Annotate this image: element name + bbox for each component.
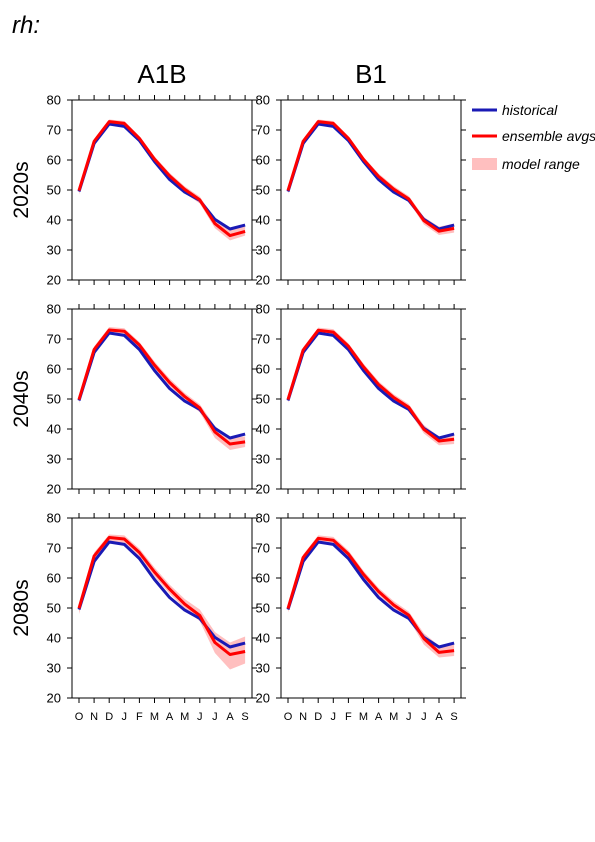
model-range-band-b1-2020s: [288, 119, 455, 235]
y-tick-label-a1b-2020s: 40: [47, 213, 61, 228]
x-tick-label-b1-2080s: F: [345, 711, 352, 723]
y-tick-label-b1-2020s: 60: [256, 153, 270, 168]
x-tick-label-a1b-2080s: J: [197, 711, 203, 723]
x-tick-label-b1-2080s: M: [359, 711, 368, 723]
y-tick-label-a1b-2080s: 20: [47, 691, 61, 706]
y-tick-label-b1-2020s: 20: [256, 273, 270, 288]
y-tick-label-b1-2020s: 80: [256, 93, 270, 108]
historical-line-b1-2020s: [286, 122, 455, 231]
y-tick-label-b1-2040s: 30: [256, 452, 270, 467]
y-tick-label-b1-2020s: 70: [256, 123, 270, 138]
historical-line-b1-2040s: [286, 331, 455, 440]
y-tick-label-b1-2080s: 50: [256, 601, 270, 616]
historical-line-a1b-2020s: [77, 122, 246, 231]
y-tick-label-a1b-2080s: 70: [47, 541, 61, 556]
x-tick-label-a1b-2080s: A: [166, 711, 174, 723]
y-tick-label-a1b-2020s: 50: [47, 183, 61, 198]
variable-title: rh:: [12, 12, 41, 39]
y-tick-label-a1b-2020s: 30: [47, 243, 61, 258]
x-tick-label-b1-2080s: D: [314, 711, 322, 723]
y-tick-label-a1b-2080s: 30: [47, 661, 61, 676]
y-tick-label-b1-2080s: 40: [256, 631, 270, 646]
y-tick-label-a1b-2040s: 30: [47, 452, 61, 467]
x-tick-label-b1-2080s: J: [331, 711, 337, 723]
y-tick-label-a1b-2040s: 40: [47, 422, 61, 437]
x-tick-label-a1b-2080s: F: [136, 711, 143, 723]
y-tick-label-b1-2080s: 60: [256, 571, 270, 586]
y-tick-label-b1-2080s: 80: [256, 511, 270, 526]
y-tick-label-b1-2080s: 30: [256, 661, 270, 676]
y-tick-label-a1b-2080s: 50: [47, 601, 61, 616]
y-tick-label-a1b-2080s: 80: [47, 511, 61, 526]
ensemble-line-a1b-2020s: [77, 120, 246, 238]
y-tick-label-b1-2040s: 40: [256, 422, 270, 437]
legend-range-swatch: [472, 158, 497, 170]
x-tick-label-a1b-2080s: S: [241, 711, 248, 723]
y-tick-label-a1b-2040s: 80: [47, 302, 61, 317]
historical-line-b1-2080s: [286, 540, 455, 649]
x-tick-label-b1-2080s: N: [299, 711, 307, 723]
row-label-2040s: 2040s: [10, 370, 33, 427]
x-tick-label-a1b-2080s: J: [122, 711, 128, 723]
y-tick-label-a1b-2020s: 70: [47, 123, 61, 138]
historical-line-a1b-2040s: [77, 331, 246, 440]
model-range-band-a1b-2080s: [79, 534, 246, 670]
x-tick-label-a1b-2080s: D: [105, 711, 113, 723]
y-tick-label-a1b-2040s: 50: [47, 392, 61, 407]
column-header-b1: B1: [355, 59, 387, 89]
ensemble-line-a1b-2040s: [77, 328, 246, 446]
y-tick-label-a1b-2080s: 40: [47, 631, 61, 646]
y-tick-label-a1b-2040s: 60: [47, 362, 61, 377]
y-tick-label-a1b-2040s: 20: [47, 482, 61, 497]
panel-frame-b1-2040s: [280, 308, 462, 490]
y-tick-label-b1-2040s: 70: [256, 332, 270, 347]
y-tick-label-b1-2040s: 60: [256, 362, 270, 377]
panel-frame-b1-2020s: [280, 99, 462, 281]
panel-frame-b1-2080s: [280, 517, 462, 699]
y-tick-label-a1b-2080s: 60: [47, 571, 61, 586]
ensemble-line-b1-2040s: [286, 328, 455, 443]
ensemble-line-b1-2080s: [286, 536, 455, 654]
legend-historical-label: historical: [502, 102, 558, 118]
model-range-band-b1-2040s: [288, 327, 455, 446]
x-tick-label-b1-2080s: O: [284, 711, 293, 723]
column-header-a1b: A1B: [137, 59, 186, 89]
y-tick-label-b1-2040s: 50: [256, 392, 270, 407]
row-label-2080s: 2080s: [10, 579, 33, 636]
x-tick-label-a1b-2080s: O: [75, 711, 84, 723]
y-tick-label-a1b-2020s: 60: [47, 153, 61, 168]
y-tick-label-b1-2080s: 70: [256, 541, 270, 556]
y-tick-label-a1b-2040s: 70: [47, 332, 61, 347]
legend-range-label: model range: [502, 156, 580, 172]
x-tick-label-b1-2080s: J: [421, 711, 427, 723]
x-tick-label-a1b-2080s: M: [150, 711, 159, 723]
y-tick-label-a1b-2020s: 20: [47, 273, 61, 288]
x-tick-label-a1b-2080s: M: [180, 711, 189, 723]
ensemble-line-b1-2020s: [286, 120, 455, 233]
x-tick-label-a1b-2080s: N: [90, 711, 98, 723]
x-tick-label-b1-2080s: M: [389, 711, 398, 723]
x-tick-label-b1-2080s: J: [406, 711, 412, 723]
panel-frame-a1b-2080s: [71, 517, 253, 699]
historical-line-a1b-2080s: [77, 540, 246, 649]
y-tick-label-b1-2020s: 50: [256, 183, 270, 198]
row-label-2020s: 2020s: [10, 161, 33, 218]
legend-ensemble-label: ensemble avgs: [502, 128, 595, 144]
panel-frame-a1b-2040s: [71, 308, 253, 490]
y-tick-label-a1b-2020s: 80: [47, 93, 61, 108]
y-tick-label-b1-2020s: 40: [256, 213, 270, 228]
x-tick-label-a1b-2080s: J: [212, 711, 218, 723]
y-tick-label-b1-2020s: 30: [256, 243, 270, 258]
y-tick-label-b1-2040s: 20: [256, 482, 270, 497]
panel-frame-a1b-2020s: [71, 99, 253, 281]
y-tick-label-b1-2080s: 20: [256, 691, 270, 706]
x-tick-label-b1-2080s: A: [375, 711, 383, 723]
x-tick-label-b1-2080s: S: [450, 711, 457, 723]
y-tick-label-b1-2040s: 80: [256, 302, 270, 317]
x-tick-label-b1-2080s: A: [435, 711, 443, 723]
ensemble-line-a1b-2080s: [77, 536, 246, 656]
x-tick-label-a1b-2080s: A: [226, 711, 234, 723]
